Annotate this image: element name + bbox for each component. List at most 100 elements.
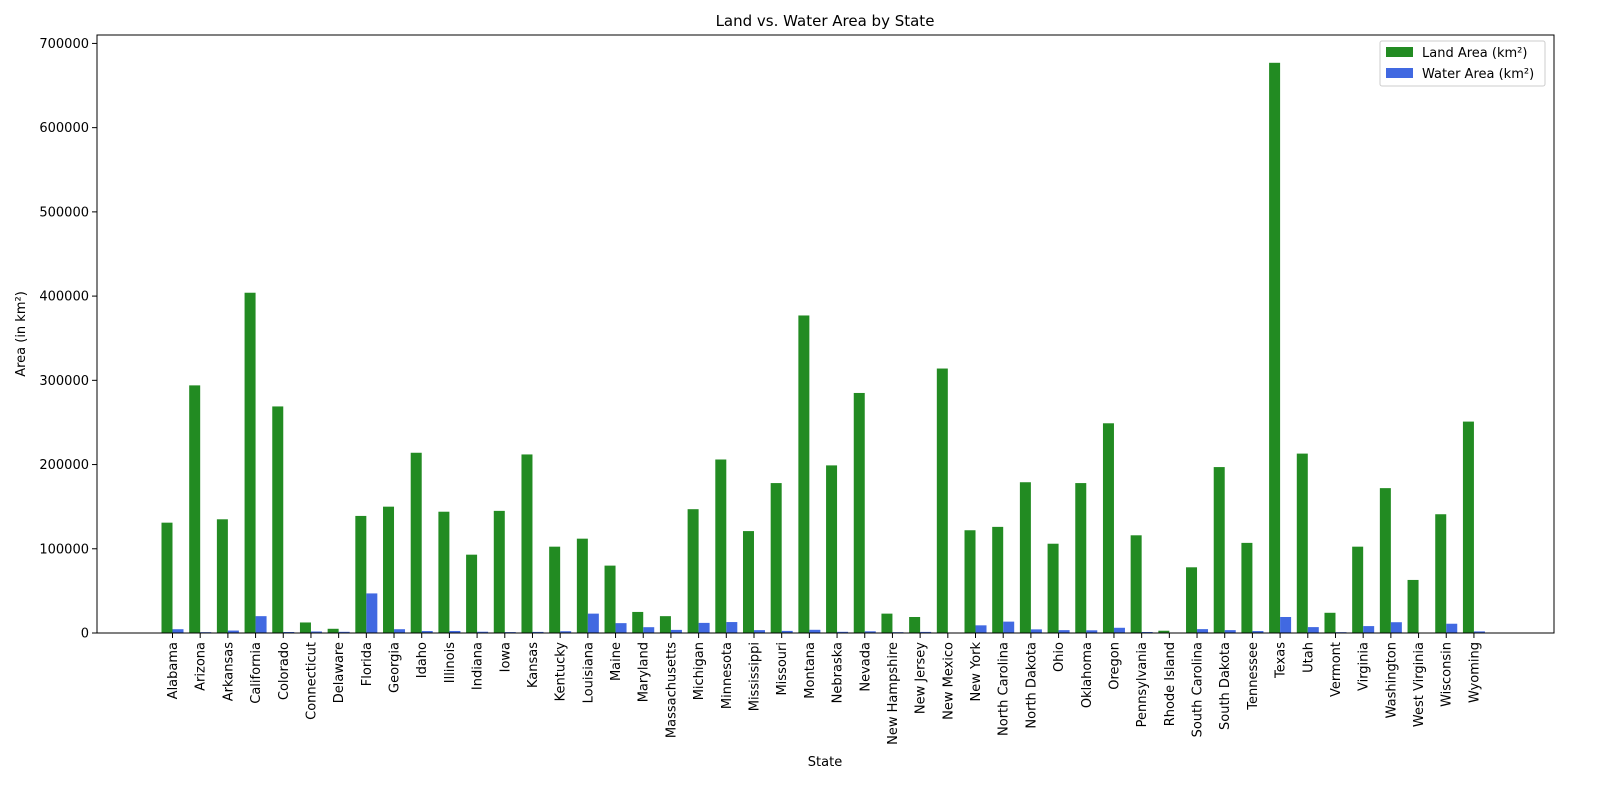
x-tick-label: North Carolina <box>997 642 1012 736</box>
x-tick-label: South Carolina <box>1191 642 1206 737</box>
y-tick-label: 0 <box>81 627 89 642</box>
land-bar-mississippi <box>742 531 754 633</box>
land-bar-nevada <box>853 392 865 633</box>
x-tick-label: Connecticut <box>304 642 319 720</box>
x-tick-label: South Dakota <box>1218 642 1233 730</box>
y-axis-ticks: 0 100000 200000 300000 400000 500000 600000 700… <box>39 37 97 642</box>
y-tick-label: 400000 <box>39 290 89 305</box>
x-tick-label: Alabama <box>166 642 181 699</box>
land-bar-new-mexico <box>936 368 948 633</box>
x-tick-label: Minnesota <box>720 642 735 709</box>
land-bar-florida <box>355 515 367 633</box>
x-tick-label: Arkansas <box>221 642 236 701</box>
land-bar-new-york <box>964 530 976 633</box>
x-tick-label: Illinois <box>443 642 458 683</box>
land-bar-virginia <box>1352 546 1364 633</box>
x-axis-ticks: Alabama Arizona Arkansas California Colorado… <box>166 633 1482 745</box>
water-bar-idaho <box>421 631 433 633</box>
water-bar-wyoming <box>1473 631 1485 633</box>
x-tick-label: Virginia <box>1357 642 1372 691</box>
x-tick-label: New Hampshire <box>886 642 901 745</box>
land-bar-california <box>244 292 256 633</box>
x-tick-label: Montana <box>803 642 818 699</box>
land-bar-west-virginia <box>1407 579 1419 633</box>
water-bar-montana <box>809 629 821 633</box>
x-tick-label: Oklahoma <box>1080 642 1095 708</box>
water-bar-north-dakota <box>1030 629 1042 633</box>
x-tick-label: California <box>249 642 264 704</box>
land-bar-north-carolina <box>992 526 1004 633</box>
land-bar-idaho <box>410 452 422 633</box>
land-bar-nebraska <box>826 465 838 633</box>
plot-frame <box>96 34 1555 634</box>
water-bar-maryland <box>643 627 655 633</box>
water-bar-utah <box>1307 627 1319 633</box>
x-tick-label: West Virginia <box>1412 642 1427 727</box>
land-bar-arkansas <box>216 519 228 633</box>
land-bar-michigan <box>687 509 699 633</box>
x-tick-label: Nebraska <box>831 642 846 703</box>
x-tick-label: Oregon <box>1107 642 1122 690</box>
x-tick-label: Michigan <box>692 642 707 700</box>
x-tick-label: Colorado <box>277 642 292 700</box>
water-bar-kentucky <box>560 631 572 633</box>
land-bar-iowa <box>493 510 505 633</box>
x-tick-label: Iowa <box>498 642 513 672</box>
x-tick-label: Massachusetts <box>664 642 679 738</box>
water-bar-texas <box>1280 616 1292 633</box>
water-bar-mississippi <box>753 630 765 633</box>
y-tick-label: 700000 <box>39 37 89 52</box>
water-bar-oregon <box>1113 627 1125 633</box>
water-bar-new-jersey <box>920 631 932 633</box>
x-tick-label: Louisiana <box>581 642 596 703</box>
x-tick-label: Wyoming <box>1467 642 1482 703</box>
x-tick-label: Texas <box>1274 642 1289 679</box>
x-tick-label: Delaware <box>332 642 347 703</box>
land-bar-illinois <box>438 511 450 633</box>
x-tick-label: New York <box>969 642 984 702</box>
x-tick-label: New Jersey <box>914 642 929 714</box>
land-bar-oregon <box>1102 423 1114 633</box>
land-bar-texas <box>1269 62 1281 633</box>
land-bar-tennessee <box>1241 542 1253 633</box>
water-bar-massachusetts <box>670 629 682 633</box>
water-bar-nebraska <box>837 631 849 633</box>
water-bar-alabama <box>172 629 184 633</box>
y-tick-label: 200000 <box>39 458 89 473</box>
water-bar-oklahoma <box>1086 630 1098 633</box>
land-bar-arizona <box>189 385 201 633</box>
land-bar-massachusetts <box>659 616 671 633</box>
water-bar-indiana <box>477 631 489 633</box>
water-bar-florida <box>366 593 378 633</box>
x-tick-label: Missouri <box>775 642 790 696</box>
bars-layer <box>161 62 1485 633</box>
x-tick-label: Mississippi <box>747 642 762 711</box>
x-tick-label: New Mexico <box>941 642 956 720</box>
water-bar-south-carolina <box>1197 629 1209 633</box>
land-bar-colorado <box>272 406 284 633</box>
chart-title: Land vs. Water Area by State <box>716 12 935 30</box>
x-tick-label: Ohio <box>1052 642 1067 672</box>
land-bar-connecticut <box>299 622 311 633</box>
water-bar-north-carolina <box>1003 621 1015 633</box>
land-bar-maryland <box>632 611 644 633</box>
land-bar-wyoming <box>1462 421 1474 633</box>
land-bar-south-carolina <box>1186 567 1198 633</box>
water-bar-connecticut <box>310 631 322 633</box>
legend-label-land: Land Area (km²) <box>1422 46 1527 61</box>
x-tick-label: Tennessee <box>1246 642 1261 711</box>
land-bar-georgia <box>383 506 395 633</box>
water-bar-louisiana <box>587 613 599 633</box>
land-bar-ohio <box>1047 543 1059 633</box>
water-bar-nevada <box>864 631 876 633</box>
land-bar-alabama <box>161 522 173 633</box>
land-bar-wisconsin <box>1435 514 1447 633</box>
land-bar-kentucky <box>549 546 561 633</box>
land-bar-rhode-island <box>1158 630 1170 633</box>
water-bar-minnesota <box>726 622 738 633</box>
x-tick-label: Utah <box>1301 642 1316 673</box>
water-bar-south-dakota <box>1224 630 1236 633</box>
land-bar-kansas <box>521 454 533 633</box>
land-bar-vermont <box>1324 612 1336 633</box>
x-tick-label: Nevada <box>858 642 873 692</box>
